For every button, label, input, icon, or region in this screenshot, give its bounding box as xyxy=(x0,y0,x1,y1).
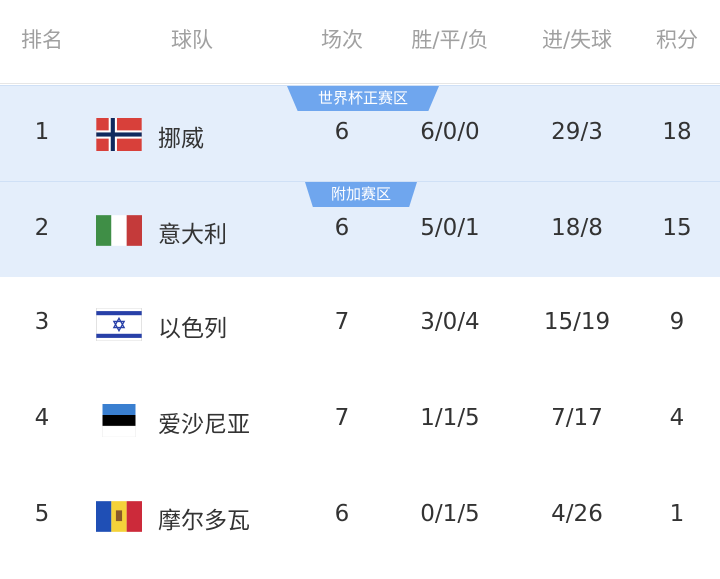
norway-flag xyxy=(96,118,142,151)
goals: 29/3 xyxy=(551,119,603,145)
italy-flag xyxy=(96,214,142,247)
header-played: 场次 xyxy=(321,28,363,52)
played: 6 xyxy=(334,501,350,527)
played: 7 xyxy=(334,405,350,431)
table-row[interactable]: 5 摩尔多瓦 6 0/1/5 4/26 1 xyxy=(0,468,720,564)
points: 9 xyxy=(669,309,685,335)
team-name[interactable]: 摩尔多瓦 xyxy=(158,508,250,534)
goals: 4/26 xyxy=(551,501,603,527)
team-name[interactable]: 意大利 xyxy=(158,222,227,248)
played: 6 xyxy=(334,215,350,241)
rank: 5 xyxy=(34,501,50,527)
estonia-flag xyxy=(96,404,142,437)
team-name[interactable]: 挪威 xyxy=(158,126,204,152)
table-row[interactable]: 附加赛区 2 意大利 6 5/0/1 18/8 15 xyxy=(0,181,720,277)
wdl: 0/1/5 xyxy=(420,501,480,527)
team-name[interactable]: 以色列 xyxy=(158,316,227,342)
table-row[interactable]: 3 以色列 7 3/0/4 15/19 9 xyxy=(0,276,720,372)
table-row[interactable]: 4 爱沙尼亚 7 1/1/5 7/17 4 xyxy=(0,372,720,468)
goals: 15/19 xyxy=(543,309,611,335)
goals: 7/17 xyxy=(551,405,603,431)
points: 4 xyxy=(669,405,685,431)
rank: 3 xyxy=(34,309,50,335)
wdl: 3/0/4 xyxy=(420,309,480,335)
header-wdl: 胜/平/负 xyxy=(411,28,489,52)
team-name[interactable]: 爱沙尼亚 xyxy=(158,412,250,438)
wdl: 6/0/0 xyxy=(420,119,480,145)
israel-flag xyxy=(96,308,142,341)
points: 1 xyxy=(669,501,685,527)
rank: 4 xyxy=(34,405,50,431)
moldova-flag xyxy=(96,500,142,533)
zone-badge-playoff: 附加赛区 xyxy=(305,182,417,207)
played: 7 xyxy=(334,309,350,335)
header-points: 积分 xyxy=(656,28,698,52)
rank: 2 xyxy=(34,215,50,241)
table-row[interactable]: 世界杯正赛区 1 挪威 6 6/0/0 29/3 18 xyxy=(0,85,720,181)
played: 6 xyxy=(334,119,350,145)
table-header: 排名 球队 场次 胜/平/负 进/失球 积分 xyxy=(0,0,720,84)
points: 15 xyxy=(662,215,692,241)
wdl: 5/0/1 xyxy=(420,215,480,241)
rank: 1 xyxy=(34,119,50,145)
header-rank: 排名 xyxy=(21,28,63,52)
points: 18 xyxy=(662,119,692,145)
goals: 18/8 xyxy=(551,215,603,241)
zone-badge-direct: 世界杯正赛区 xyxy=(287,86,439,111)
header-goals: 进/失球 xyxy=(541,28,613,52)
header-team: 球队 xyxy=(171,28,213,52)
wdl: 1/1/5 xyxy=(420,405,480,431)
